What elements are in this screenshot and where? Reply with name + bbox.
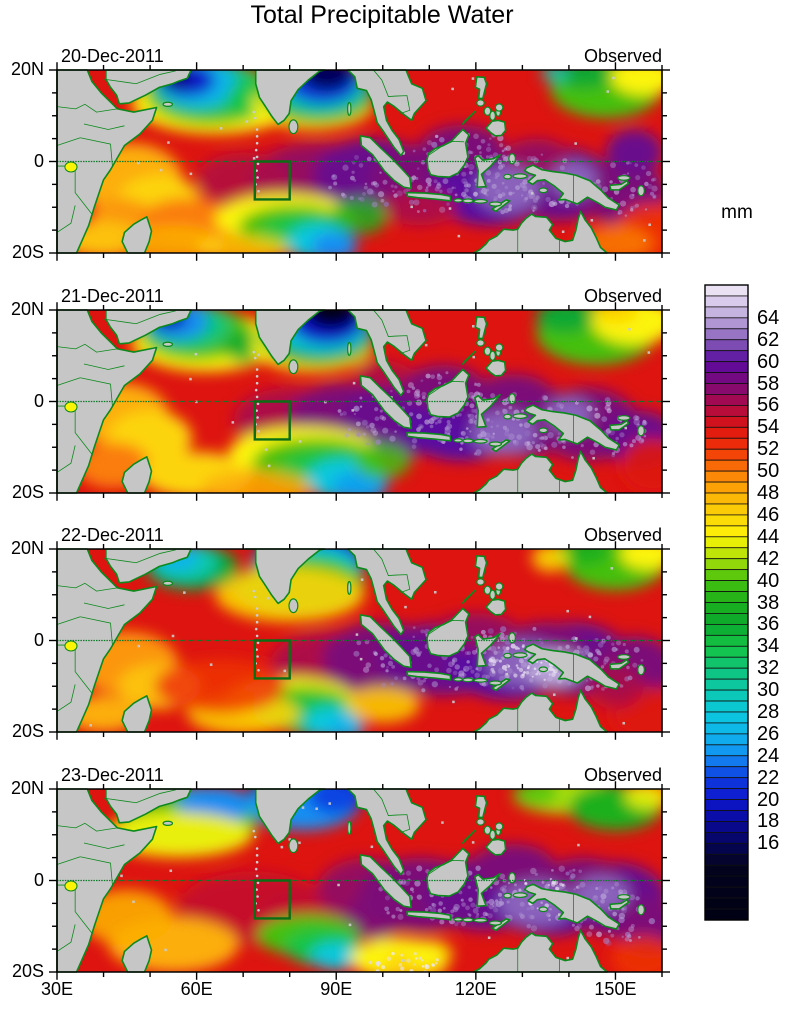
colorbar-scale <box>704 284 749 921</box>
colorbar-tick-26: 26 <box>757 722 780 745</box>
colorbar-tick-32: 32 <box>757 657 780 680</box>
colorbar-tick-28: 28 <box>757 700 780 723</box>
map-20-Dec-2011 <box>57 70 662 253</box>
colorbar-unit-label: mm <box>721 202 753 223</box>
colorbar-tick-50: 50 <box>757 460 780 483</box>
map-panel-2 <box>57 310 662 493</box>
colorbar-tick-54: 54 <box>757 416 780 439</box>
panel-source-1: Observed <box>583 46 662 66</box>
lake-victoria <box>65 162 77 172</box>
colorbar-tick-38: 38 <box>757 591 780 614</box>
colorbar-tick-64: 64 <box>757 306 780 329</box>
ytick-20n-p4: 20N <box>10 778 44 798</box>
colorbar-tick-42: 42 <box>757 547 780 570</box>
xtick-150E: 150E <box>594 979 637 999</box>
map-panel-1 <box>57 70 662 253</box>
colorbar-tick-18: 18 <box>757 810 780 833</box>
colorbar-tick-60: 60 <box>757 350 780 373</box>
map-panel-3 <box>57 549 662 732</box>
ytick-0-p3: 0 <box>33 629 44 650</box>
map-22-Dec-2011 <box>57 549 662 732</box>
panel-date-4: 23-Dec-2011 <box>61 765 164 785</box>
colorbar-tick-56: 56 <box>757 394 780 417</box>
axis-ticks <box>49 62 670 261</box>
colorbar-tick-36: 36 <box>757 613 780 636</box>
ytick-0-p1: 0 <box>33 150 44 171</box>
xtick-30E: 30E <box>40 979 74 999</box>
lake-victoria <box>65 641 77 651</box>
colorbar-tick-24: 24 <box>757 744 780 767</box>
highlight-region-box <box>255 881 290 919</box>
colorbar-tick-58: 58 <box>757 372 780 395</box>
ytick-20n-p3: 20N <box>10 538 44 558</box>
colorbar-tick-30: 30 <box>757 679 780 702</box>
ytick-0-p2: 0 <box>33 390 44 411</box>
colorbar-tick-52: 52 <box>757 438 780 461</box>
lake-victoria <box>65 881 77 891</box>
ytick-20s-p1: 20S <box>11 242 44 262</box>
panel-date-1: 20-Dec-2011 <box>61 46 164 66</box>
ytick-20n-p2: 20N <box>10 299 44 319</box>
map-panel-4 <box>57 789 662 972</box>
colorbar-tick-20: 20 <box>757 788 780 811</box>
colorbar-tick-34: 34 <box>757 635 780 658</box>
map-23-Dec-2011 <box>57 789 662 972</box>
ytick-20n-p1: 20N <box>10 59 44 79</box>
colorbar-tick-46: 46 <box>757 503 780 526</box>
lake-victoria <box>65 402 77 412</box>
colorbar-tick-40: 40 <box>757 569 780 592</box>
panel-source-4: Observed <box>583 765 662 785</box>
xtick-90E: 90E <box>320 979 353 999</box>
panel-source-3: Observed <box>583 525 662 545</box>
xtick-60E: 60E <box>180 979 213 999</box>
axis-ticks <box>49 781 670 980</box>
panel-date-2: 21-Dec-2011 <box>61 286 164 306</box>
ytick-20s-p4: 20S <box>11 961 44 981</box>
axis-ticks <box>49 302 670 501</box>
ytick-0-p4: 0 <box>33 869 44 890</box>
ytick-20s-p2: 20S <box>11 482 44 502</box>
highlight-region-box <box>255 162 290 200</box>
colorbar-tick-44: 44 <box>757 525 780 548</box>
panel-source-2: Observed <box>583 286 662 306</box>
ytick-20s-p3: 20S <box>11 721 44 741</box>
highlight-region-box <box>255 402 290 440</box>
figure-title: Total Precipitable Water <box>250 1 514 29</box>
panel-date-3: 22-Dec-2011 <box>61 525 164 545</box>
colorbar-tick-16: 16 <box>757 832 780 855</box>
map-21-Dec-2011 <box>57 310 662 493</box>
colorbar-tick-48: 48 <box>757 482 780 505</box>
xtick-120E: 120E <box>454 979 497 999</box>
colorbar-tick-22: 22 <box>757 766 780 789</box>
colorbar-tick-62: 62 <box>757 328 780 351</box>
axis-ticks <box>49 541 670 740</box>
highlight-region-box <box>255 641 290 679</box>
